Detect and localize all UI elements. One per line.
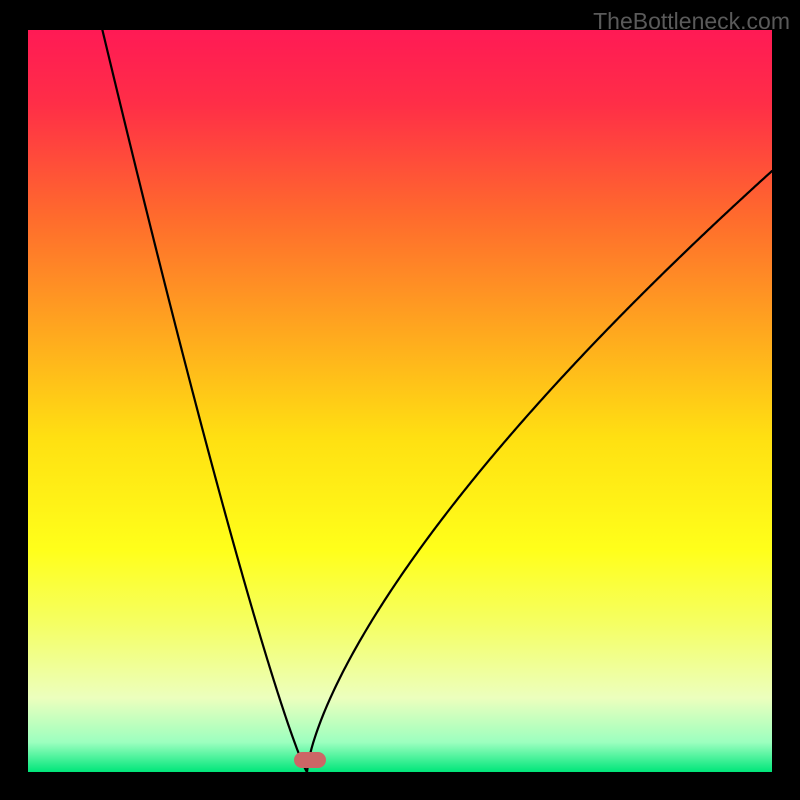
optimal-point-marker (294, 752, 326, 768)
plot-area (28, 30, 772, 772)
watermark-text: TheBottleneck.com (593, 8, 790, 35)
bottleneck-curve (28, 30, 772, 772)
curve-path (102, 30, 772, 772)
